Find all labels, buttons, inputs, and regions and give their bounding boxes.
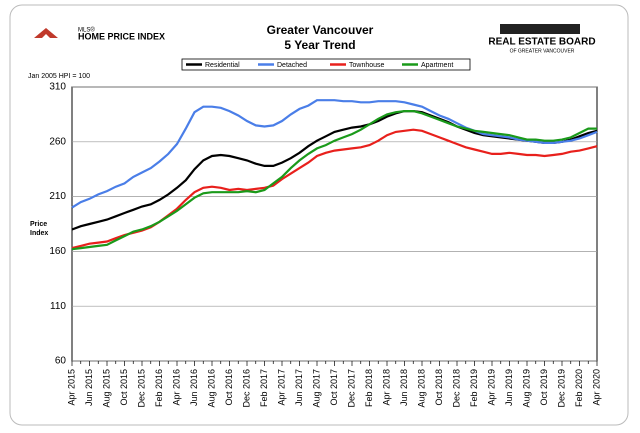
x-tick-label: Apr 2016 xyxy=(171,369,181,406)
x-tick-label: Aug 2016 xyxy=(206,369,216,408)
series-line xyxy=(71,99,598,209)
x-tick-label: Apr 2020 xyxy=(591,369,601,406)
x-tick-label: Apr 2015 xyxy=(66,369,76,406)
legend-label: Apartment xyxy=(421,62,453,69)
logo-text: HOME PRICE INDEX xyxy=(78,31,165,41)
chart-subtitle: 5 Year Trend xyxy=(284,38,355,52)
y-tick-label: 260 xyxy=(49,136,66,147)
x-tick-label: Jun 2018 xyxy=(399,369,409,406)
legend-label: Detached xyxy=(277,62,307,69)
x-tick-label: Oct 2017 xyxy=(329,369,339,406)
x-tick-label: Dec 2017 xyxy=(346,369,356,408)
y-tick-label: 160 xyxy=(49,246,66,257)
x-tick-label: Dec 2016 xyxy=(241,369,251,408)
x-tick-label: Feb 2019 xyxy=(469,369,479,407)
legend xyxy=(181,58,471,71)
logo-icon xyxy=(34,28,58,38)
legend-label: Townhouse xyxy=(349,62,385,69)
y-tick-label: 60 xyxy=(55,356,67,367)
x-tick-label: Dec 2015 xyxy=(136,369,146,408)
x-tick-label: Feb 2016 xyxy=(154,369,164,407)
y-axis-label: Price Index xyxy=(30,221,48,237)
logo-skyline xyxy=(500,24,580,34)
x-tick-label: Feb 2018 xyxy=(364,369,374,407)
x-tick-label: Jun 2017 xyxy=(294,369,304,406)
logo-text: REAL ESTATE BOARD xyxy=(488,37,595,48)
x-tick-label: Jun 2016 xyxy=(189,369,199,406)
x-tick-label: Jun 2019 xyxy=(504,369,514,406)
note: Jan 2005 HPI = 100 xyxy=(28,73,90,80)
x-tick-label: Feb 2020 xyxy=(574,369,584,407)
series-line xyxy=(71,110,597,251)
x-tick-label: Aug 2015 xyxy=(101,369,111,408)
x-tick-label: Aug 2018 xyxy=(416,369,426,408)
x-tick-label: Apr 2018 xyxy=(381,369,391,406)
legend-label: Residential xyxy=(205,62,240,69)
x-tick-label: Oct 2018 xyxy=(434,369,444,406)
x-tick-label: Apr 2019 xyxy=(486,369,496,406)
logo-text: OF GREATER VANCOUVER xyxy=(510,48,575,54)
y-tick-label: 210 xyxy=(49,191,66,202)
x-tick-label: Aug 2019 xyxy=(521,369,531,408)
frame xyxy=(9,4,629,426)
x-tick-label: Oct 2019 xyxy=(539,369,549,406)
x-tick-label: Feb 2017 xyxy=(259,369,269,407)
x-tick-label: Apr 2017 xyxy=(276,369,286,406)
logo-text: MLS® xyxy=(78,27,95,34)
chart-title: Greater Vancouver xyxy=(267,23,374,37)
x-tick-label: Jun 2015 xyxy=(84,369,94,406)
x-tick-label: Oct 2016 xyxy=(224,369,234,406)
y-tick-label: 110 xyxy=(50,301,66,312)
x-tick-label: Dec 2019 xyxy=(556,369,566,408)
y-tick-label: 310 xyxy=(49,82,66,93)
x-tick-label: Dec 2018 xyxy=(451,369,461,408)
x-tick-label: Oct 2015 xyxy=(119,369,129,406)
x-tick-label: Aug 2017 xyxy=(311,369,321,408)
